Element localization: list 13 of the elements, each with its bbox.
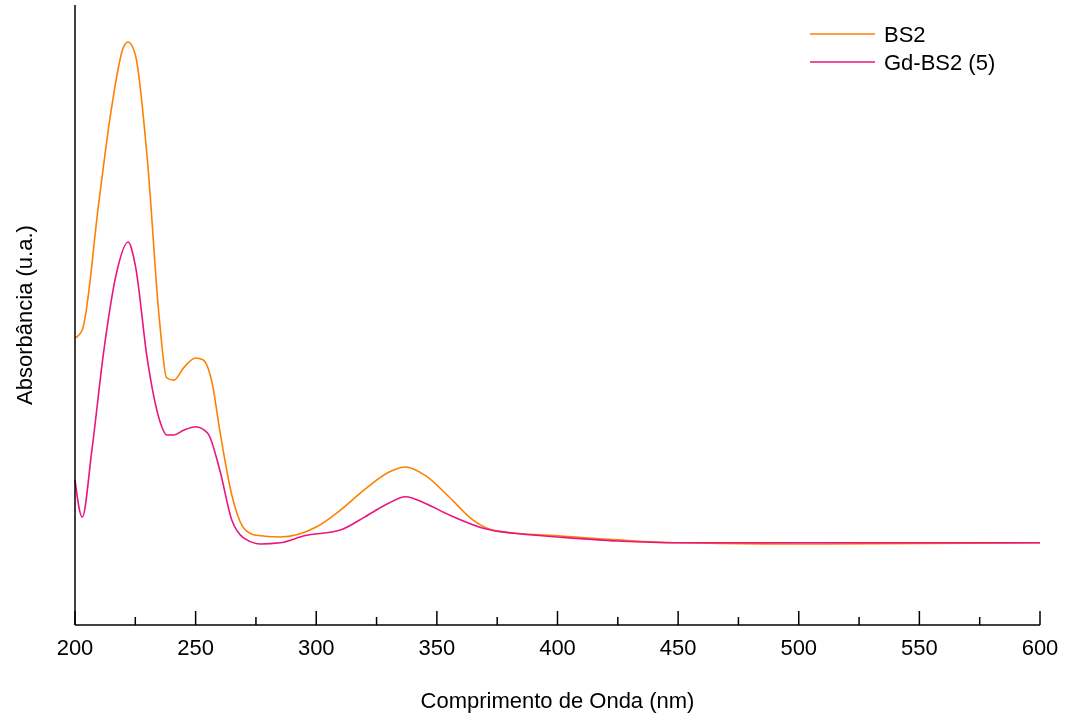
- y-axis-title: Absorbância (u.a.): [12, 225, 37, 405]
- x-tick-label: 500: [780, 635, 818, 660]
- x-tick-label: 550: [901, 635, 938, 660]
- x-tick-label: 600: [1021, 635, 1059, 660]
- x-tick-label: 200: [56, 635, 94, 660]
- x-tick-label: 350: [418, 635, 456, 660]
- legend-label: BS2: [884, 21, 926, 47]
- x-tick-label: 250: [177, 635, 214, 660]
- x-tick-label: 450: [659, 635, 697, 660]
- legend-label: Gd-BS2 (5): [884, 49, 996, 75]
- x-axis-title: Comprimento de Onda (nm): [420, 688, 695, 713]
- x-tick-label: 400: [539, 635, 576, 660]
- x-tick-label: 300: [297, 635, 335, 660]
